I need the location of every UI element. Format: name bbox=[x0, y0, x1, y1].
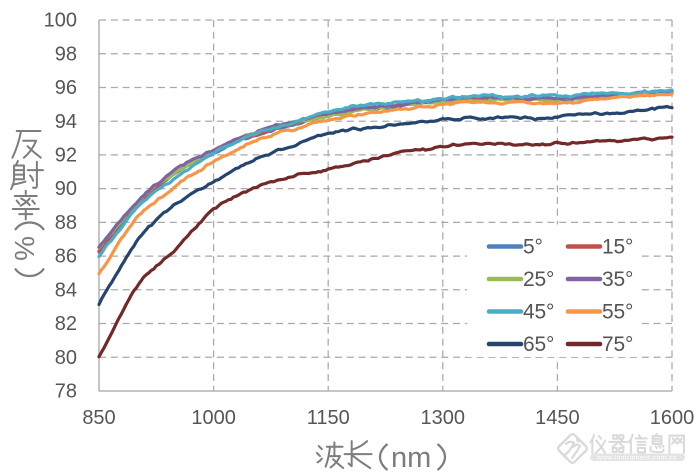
svg-text:94: 94 bbox=[55, 111, 77, 133]
svg-text:1300: 1300 bbox=[421, 407, 466, 429]
svg-text:nm: nm bbox=[391, 442, 431, 474]
svg-text:100: 100 bbox=[44, 10, 77, 32]
svg-text:90: 90 bbox=[55, 178, 77, 200]
svg-text:1450: 1450 bbox=[535, 407, 580, 429]
svg-text:92: 92 bbox=[55, 145, 77, 167]
svg-text:15°: 15° bbox=[602, 235, 633, 258]
svg-text:78: 78 bbox=[55, 381, 77, 403]
svg-text:88: 88 bbox=[55, 212, 77, 234]
svg-text:55°: 55° bbox=[602, 300, 633, 323]
svg-text:96: 96 bbox=[55, 77, 77, 99]
svg-text:82: 82 bbox=[55, 313, 77, 335]
svg-text:84: 84 bbox=[55, 279, 77, 301]
svg-text:1600: 1600 bbox=[650, 407, 695, 429]
svg-text:86: 86 bbox=[55, 246, 77, 268]
svg-text:45°: 45° bbox=[523, 300, 554, 323]
svg-text:75°: 75° bbox=[602, 333, 633, 356]
svg-text:65°: 65° bbox=[523, 333, 554, 356]
svg-text:35°: 35° bbox=[602, 268, 633, 291]
svg-text:98: 98 bbox=[55, 43, 77, 65]
svg-text:80: 80 bbox=[55, 347, 77, 369]
svg-text:5°: 5° bbox=[523, 235, 543, 258]
svg-text:850: 850 bbox=[82, 407, 115, 429]
svg-text:%: % bbox=[9, 236, 40, 261]
svg-text:1150: 1150 bbox=[307, 407, 350, 429]
svg-text:1000: 1000 bbox=[191, 407, 236, 429]
svg-text:25°: 25° bbox=[523, 268, 554, 291]
svg-text:www.instrument.com.cn: www.instrument.com.cn bbox=[596, 455, 677, 462]
